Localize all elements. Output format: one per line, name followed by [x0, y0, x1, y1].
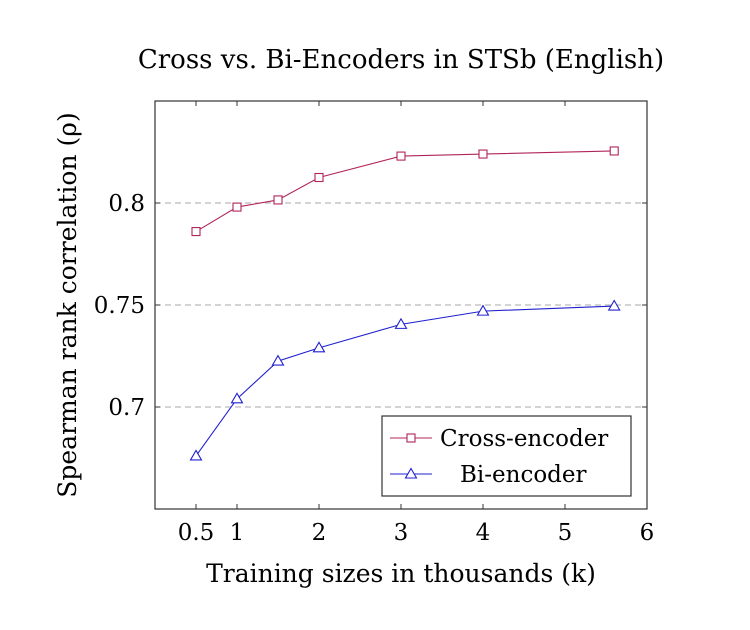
y-tick-label: 0.7: [108, 395, 145, 421]
data-point-bi-encoder: [394, 317, 408, 329]
data-point-bi-encoder: [189, 449, 203, 461]
data-point-cross-encoder: [191, 227, 201, 237]
data-point-cross-encoder: [314, 172, 324, 183]
grid: [155, 202, 647, 408]
chart-title: Cross vs. Bi-Encoders in STSb (English): [138, 45, 664, 75]
y-tick-label: 0.8: [108, 191, 145, 217]
x-tick-label: 3: [394, 520, 409, 546]
x-tick-label: 4: [476, 520, 491, 546]
series-group: [189, 146, 621, 461]
data-point-cross-encoder: [396, 151, 406, 161]
data-point-bi-encoder: [607, 299, 621, 311]
ticks: 0.7 0.75 0.8 0.5 1 2 3 4 5 6: [94, 101, 655, 546]
data-point-bi-encoder: [271, 354, 285, 366]
data-point-bi-encoder: [230, 392, 244, 404]
x-tick-label: 2: [312, 520, 327, 546]
x-tick-label: 0.5: [178, 520, 215, 546]
data-point-bi-encoder: [476, 304, 490, 316]
series-line-cross-encoder: [195, 150, 615, 233]
legend-marker-triangle: [404, 467, 418, 479]
legend-box: [381, 415, 632, 497]
legend-label: Cross-encoder: [440, 426, 608, 452]
legend-marker-square: [406, 433, 416, 443]
data-point-cross-encoder: [232, 202, 242, 212]
data-point-bi-encoder: [312, 341, 326, 353]
data-point-cross-encoder: [478, 149, 488, 159]
y-tick-label: 0.75: [94, 293, 145, 319]
data-point-cross-encoder: [609, 146, 619, 156]
x-tick-label: 5: [558, 520, 573, 546]
legend: Cross-encoder Bi-encoder: [381, 415, 632, 497]
y-axis-label: Spearman rank correlation (ρ): [53, 112, 82, 498]
data-point-cross-encoder: [273, 195, 283, 205]
x-axis-label: Training sizes in thousands (k): [206, 559, 596, 588]
x-tick-label: 6: [640, 520, 655, 546]
legend-label: Bi-encoder: [460, 462, 587, 488]
x-tick-label: 1: [230, 520, 245, 546]
